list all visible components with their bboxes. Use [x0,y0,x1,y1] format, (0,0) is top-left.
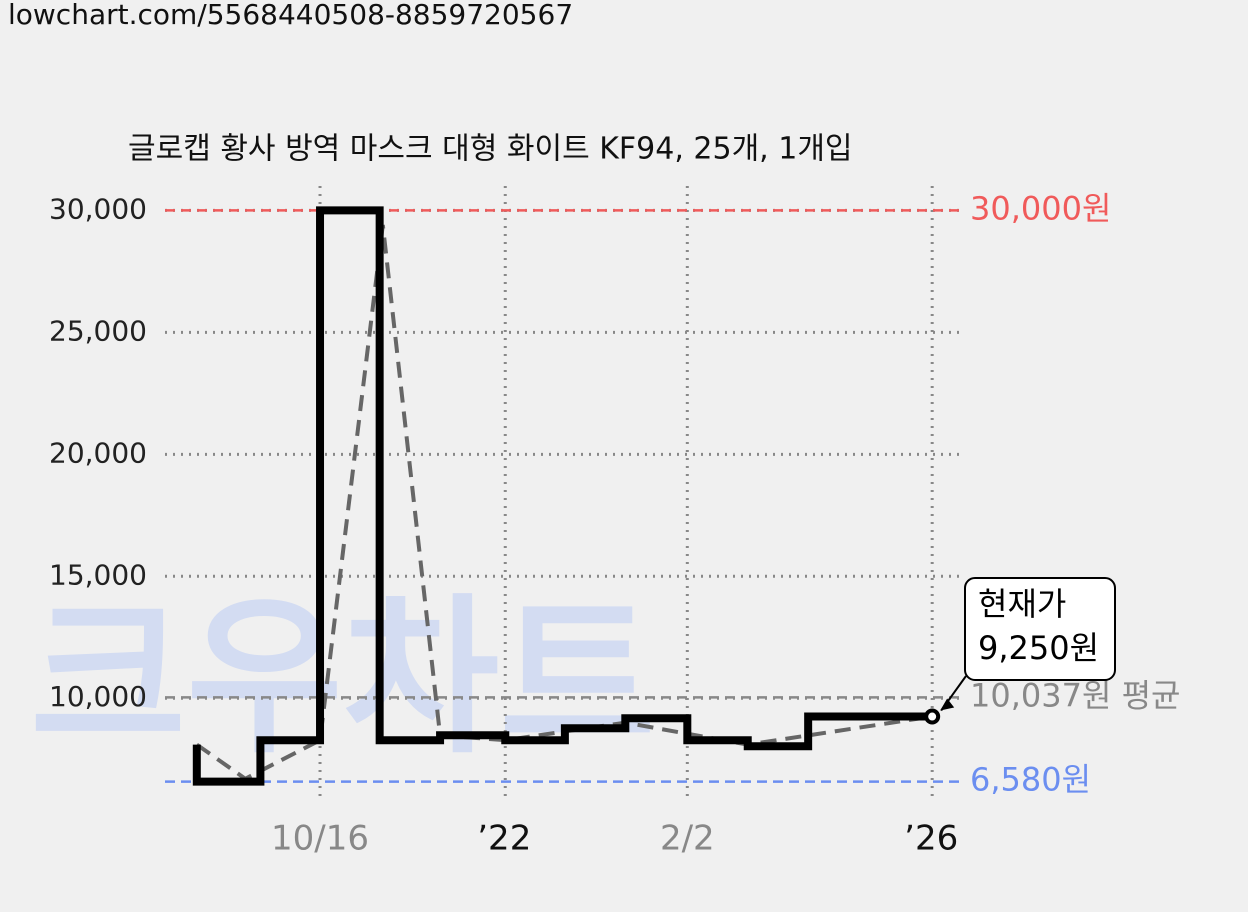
url: lowchart.com/5568440508-8859720567 [8,0,573,31]
price-line [192,206,933,786]
watermark: 크우차트 [30,579,656,777]
y-tick-label: 10,000 [49,680,147,713]
chart-title: 글로캡 황사 방역 마스크 대형 화이트 KF94, 25개, 1개입 [128,132,853,167]
x-tick-label: 2/2 [660,819,715,859]
reference-label: 6,580원 [970,761,1091,799]
callout-arrowhead [940,698,955,711]
y-tick-label: 25,000 [49,314,147,347]
y-tick-label: 20,000 [49,436,147,469]
reference-label: 30,000원 [970,189,1111,227]
y-tick-label: 30,000 [49,192,147,225]
x-tick-label: ’22 [477,819,531,859]
y-tick-label: 15,000 [49,558,147,591]
x-tick-label: ’26 [904,819,958,859]
callout-label: 현재가 [978,585,1066,623]
callout-box [964,577,1116,681]
x-tick-label: 10/16 [271,819,369,859]
reference-label: 10,037원 평균 [970,676,1180,714]
current-marker [924,708,941,725]
callout-value: 9,250원 [978,629,1099,667]
